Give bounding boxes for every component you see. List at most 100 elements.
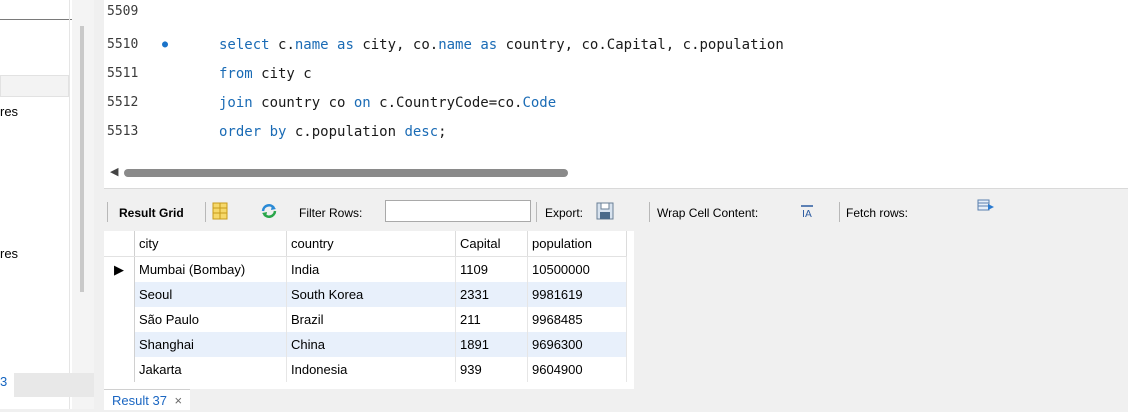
table-row[interactable]: ▶ Mumbai (Bombay) India 1109 10500000 bbox=[104, 256, 627, 282]
filter-rows-input[interactable] bbox=[385, 200, 531, 222]
sql-editor[interactable]: 5509 5510 ● select c.name as city, co.name … bbox=[104, 0, 1128, 158]
sql-keyword: on bbox=[353, 95, 371, 111]
sidebar-scrollbar-thumb[interactable] bbox=[80, 26, 84, 292]
current-statement-dot-icon: ● bbox=[162, 39, 169, 50]
svg-text:IA: IA bbox=[802, 209, 812, 219]
table-row[interactable]: São Paulo Brazil 211 9968485 bbox=[104, 307, 627, 332]
sql-text bbox=[329, 37, 337, 53]
result-table: city country Capital population ▶ Mumbai… bbox=[104, 231, 627, 382]
cell-city[interactable]: Jakarta bbox=[134, 357, 287, 382]
export-label: Export: bbox=[545, 206, 584, 220]
editor-scrollbar-thumb[interactable] bbox=[124, 169, 568, 177]
column-header-country[interactable]: country bbox=[286, 231, 456, 257]
editor-horizontal-scrollbar[interactable]: ◀ bbox=[104, 158, 1128, 189]
sql-text: country, co.Capital, c.population bbox=[497, 37, 784, 53]
sidebar-divider bbox=[69, 0, 70, 409]
export-icon[interactable] bbox=[595, 201, 615, 224]
sql-text: c. bbox=[278, 37, 295, 53]
sql-keyword: from bbox=[219, 66, 253, 82]
sql-keyword: as bbox=[480, 37, 498, 53]
table-row[interactable]: Shanghai China 1891 9696300 bbox=[104, 332, 627, 357]
close-icon[interactable]: × bbox=[174, 393, 183, 408]
sql-text: ; bbox=[438, 124, 447, 140]
fetch-next-icon[interactable] bbox=[977, 198, 995, 217]
scroll-left-arrow-icon[interactable]: ◀ bbox=[110, 166, 119, 178]
cell-city[interactable]: Shanghai bbox=[134, 332, 287, 357]
toolbar-separator bbox=[649, 202, 650, 222]
sql-keyword: name bbox=[294, 37, 329, 53]
wrap-text-icon[interactable]: IA bbox=[800, 205, 814, 222]
toolbar-separator bbox=[205, 202, 206, 222]
cell-population[interactable]: 10500000 bbox=[527, 256, 627, 282]
column-header-city[interactable]: city bbox=[134, 231, 287, 257]
code-text[interactable]: join country co on c.CountryCode=co.Code bbox=[219, 91, 556, 115]
sql-keyword: Code bbox=[522, 95, 557, 111]
sql-keyword: name bbox=[438, 37, 472, 53]
fetch-rows-label: Fetch rows: bbox=[846, 206, 909, 220]
cell-population[interactable]: 9604900 bbox=[527, 357, 627, 382]
sql-keyword: desc bbox=[404, 124, 439, 140]
row-header[interactable] bbox=[104, 307, 135, 332]
line-number: 5509 bbox=[107, 4, 139, 19]
sql-keyword: join bbox=[219, 95, 253, 111]
table-row[interactable]: Jakarta Indonesia 939 9604900 bbox=[104, 357, 627, 382]
line-number: 5513 bbox=[107, 124, 139, 139]
cell-country[interactable]: India bbox=[286, 256, 456, 282]
sidebar-section-strip bbox=[0, 75, 69, 97]
result-toolbar: Result Grid Filter Rows: Export: Wrap Ce… bbox=[104, 196, 1128, 230]
toolbar-separator bbox=[839, 202, 840, 222]
line-number: 5510 bbox=[107, 37, 139, 52]
sql-keyword: order by bbox=[219, 124, 287, 140]
cell-population[interactable]: 9968485 bbox=[527, 307, 627, 332]
table-row[interactable]: Seoul South Korea 2331 9981619 bbox=[104, 282, 627, 307]
grid-view-icon[interactable] bbox=[212, 202, 228, 223]
tab-label: Result 37 bbox=[112, 393, 167, 408]
cell-country[interactable]: Indonesia bbox=[286, 357, 456, 382]
sql-text: country co bbox=[252, 95, 354, 111]
cell-city[interactable]: São Paulo bbox=[134, 307, 287, 332]
cell-capital[interactable]: 2331 bbox=[455, 282, 528, 307]
cell-country[interactable]: China bbox=[286, 332, 456, 357]
column-header-population[interactable]: population bbox=[527, 231, 627, 257]
cell-city[interactable]: Mumbai (Bombay) bbox=[134, 256, 287, 282]
tab-result-37[interactable]: Result 37 × bbox=[104, 389, 191, 410]
code-text[interactable]: from city c bbox=[219, 62, 312, 86]
row-header[interactable] bbox=[104, 332, 135, 357]
row-header[interactable] bbox=[104, 357, 135, 382]
sql-text: c.CountryCode=co. bbox=[370, 95, 523, 111]
cell-country[interactable]: Brazil bbox=[286, 307, 456, 332]
line-number: 5511 bbox=[107, 66, 139, 81]
column-header-capital[interactable]: Capital bbox=[455, 231, 528, 257]
header-row: city country Capital population bbox=[104, 231, 627, 257]
cell-country[interactable]: South Korea bbox=[286, 282, 456, 307]
sql-keyword: select bbox=[219, 37, 279, 53]
toolbar-separator bbox=[536, 202, 537, 222]
cell-capital[interactable]: 1109 bbox=[455, 256, 528, 282]
current-row-indicator-icon[interactable]: ▶ bbox=[104, 256, 135, 282]
sql-text: city c bbox=[252, 66, 312, 82]
result-grid-label[interactable]: Result Grid bbox=[119, 206, 184, 220]
cell-capital[interactable]: 1891 bbox=[455, 332, 528, 357]
cell-capital[interactable]: 211 bbox=[455, 307, 528, 332]
cell-population[interactable]: 9981619 bbox=[527, 282, 627, 307]
cell-city[interactable]: Seoul bbox=[134, 282, 287, 307]
sidebar-item-label-1[interactable]: res bbox=[0, 104, 19, 119]
row-header[interactable] bbox=[104, 282, 135, 307]
result-grid-empty-area bbox=[634, 231, 1128, 389]
navigator-sidebar: res res 3 bbox=[0, 0, 94, 409]
toolbar-separator bbox=[107, 202, 108, 222]
code-text[interactable]: select c.name as city, co.name as countr… bbox=[219, 33, 784, 57]
wrap-cell-content-label: Wrap Cell Content: bbox=[657, 206, 759, 220]
line-number: 5512 bbox=[107, 95, 139, 110]
sql-text: city, co. bbox=[353, 37, 439, 53]
filter-rows-label: Filter Rows: bbox=[299, 206, 363, 220]
row-header-corner bbox=[104, 231, 135, 257]
result-grid[interactable]: city country Capital population ▶ Mumbai… bbox=[104, 231, 634, 389]
refresh-icon[interactable] bbox=[260, 203, 278, 222]
code-text[interactable]: order by c.population desc; bbox=[219, 120, 447, 144]
sidebar-item-label-2[interactable]: res bbox=[0, 246, 19, 261]
sql-keyword: as bbox=[337, 37, 354, 53]
sidebar-bottom-label[interactable]: 3 bbox=[0, 374, 8, 389]
cell-capital[interactable]: 939 bbox=[455, 357, 528, 382]
cell-population[interactable]: 9696300 bbox=[527, 332, 627, 357]
